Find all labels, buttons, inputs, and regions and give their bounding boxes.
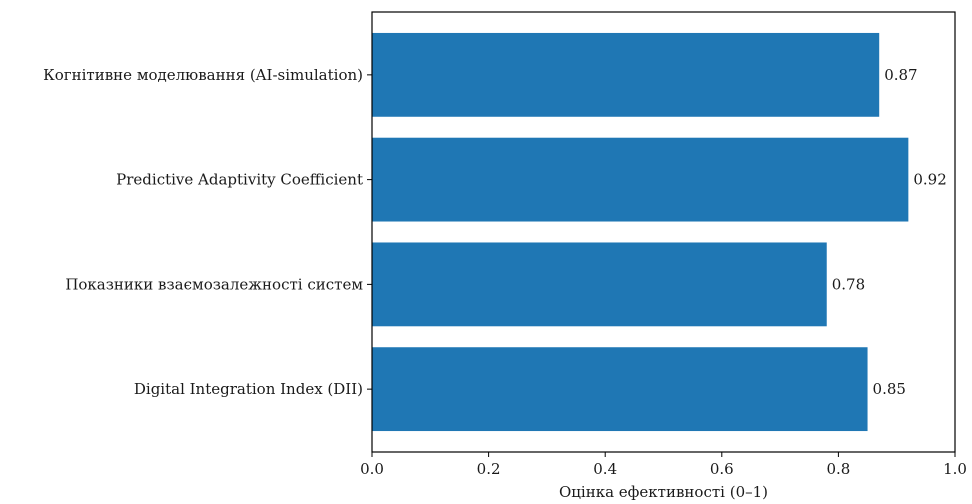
- x-tick-label: 0.4: [593, 460, 617, 478]
- bar-value-label: 0.92: [913, 171, 946, 189]
- bar: [372, 32, 880, 117]
- y-tick-label: Когнітивне моделювання (AI-simulation): [43, 66, 363, 84]
- y-tick-label: Predictive Adaptivity Coefficient: [116, 171, 363, 189]
- x-tick-label: 0.8: [826, 460, 850, 478]
- bar-value-label: 0.87: [884, 66, 917, 84]
- plot-frame: [371, 11, 956, 453]
- y-tick-label: Digital Integration Index (DII): [134, 380, 363, 398]
- bar-value-label: 0.78: [832, 275, 865, 293]
- x-tick-label: 0.6: [710, 460, 734, 478]
- x-tick-label: 0.2: [477, 460, 501, 478]
- x-tick-label: 0.0: [360, 460, 384, 478]
- x-axis-title: Оцінка ефективності (0–1): [559, 483, 768, 500]
- bars-layer: [372, 32, 909, 432]
- y-axis-ticks: Когнітивне моделювання (AI-simulation) Pr…: [43, 66, 372, 398]
- y-tick-label: Показники взаємозалежності систем: [65, 275, 363, 293]
- x-axis-ticks: 0.0 0.2 0.4 0.6 0.8 1.0: [360, 452, 967, 478]
- bar-value-label: 0.85: [873, 380, 906, 398]
- bar: [372, 137, 909, 222]
- bar: [372, 242, 827, 327]
- x-tick-label: 1.0: [943, 460, 967, 478]
- value-labels-layer: 0.87 0.92 0.78 0.85: [832, 66, 947, 398]
- bar: [372, 347, 868, 432]
